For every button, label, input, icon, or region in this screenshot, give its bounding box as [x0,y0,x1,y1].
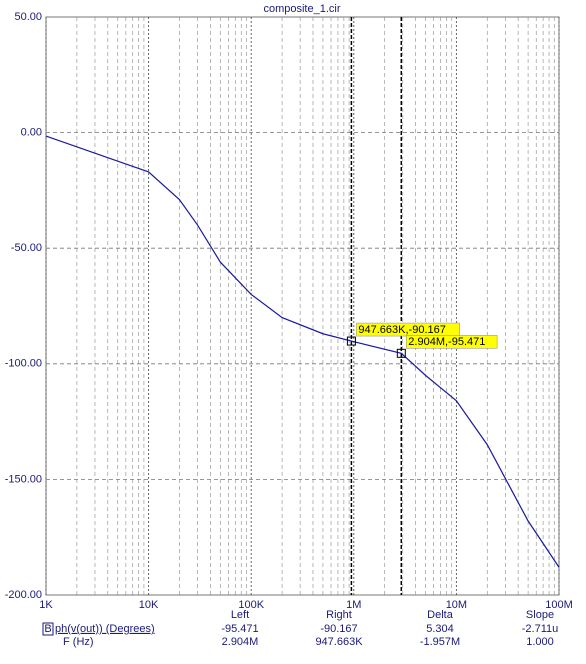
cursor-label: 947.663K,-90.167 [358,324,445,336]
readout-label: ph(v(out)) (Degrees) [55,623,155,635]
trace-key: B [44,623,51,635]
y-tick-label: -150.00 [5,473,42,485]
chart-title: composite_1.cir [263,3,340,15]
readout-value: 5.304 [426,623,454,635]
readout-header: Right [326,609,352,621]
readout-header: Delta [427,609,454,621]
series-line [45,135,560,568]
y-tick-label: -200.00 [5,589,42,601]
readout-value: 947.663K [315,636,363,648]
cursor-label: 2.904M,-95.471 [408,336,485,348]
readout-header: Left [231,609,249,621]
cursor-marker [346,336,356,346]
cursor-marker [396,348,406,358]
y-tick-label: 0.00 [21,127,42,139]
x-tick-label: 10K [139,599,159,611]
readout-value: 1.000 [526,636,554,648]
readout-value: -1.957M [420,636,460,648]
readout-value: 2.904M [222,636,259,648]
x-tick-label: 1K [39,599,53,611]
y-tick-label: 50.00 [14,11,42,23]
x-tick-label: 100M [545,599,573,611]
trace-key-box [42,622,54,636]
y-tick-label: -100.00 [5,358,42,370]
x-tick-label: 10M [446,599,467,611]
readout-label: F (Hz) [63,636,94,648]
plot-frame [45,16,560,596]
y-tick-label: -50.00 [11,242,42,254]
cursor-label-bg [406,335,498,349]
x-tick-label: 1M [346,599,361,611]
readout-value: -2.711u [522,623,559,635]
x-tick-label: 100K [238,599,264,611]
readout-value: -90.167 [320,623,357,635]
readout-value: -95.471 [221,623,258,635]
readout-header: Slope [526,609,554,621]
